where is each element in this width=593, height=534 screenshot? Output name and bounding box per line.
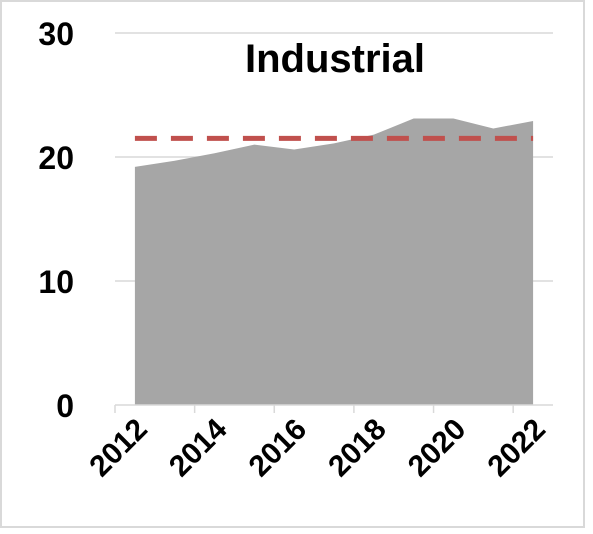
x-tick-label-2018: 2018 bbox=[322, 413, 393, 484]
y-tick-label-30: 30 bbox=[38, 16, 74, 52]
x-tick-label-2014: 2014 bbox=[163, 412, 234, 483]
y-tick-label-10: 10 bbox=[38, 264, 74, 300]
x-tick-label-2020: 2020 bbox=[402, 413, 473, 484]
area-series bbox=[134, 118, 534, 405]
y-tick-label-0: 0 bbox=[56, 388, 74, 424]
chart-title: Industrial bbox=[245, 37, 425, 81]
area-fill bbox=[134, 118, 534, 405]
axes bbox=[114, 404, 553, 413]
x-tick-label-2016: 2016 bbox=[243, 413, 314, 484]
x-tick-label-2022: 2022 bbox=[482, 413, 553, 484]
x-tick-label-2012: 2012 bbox=[83, 413, 154, 484]
y-tick-label-20: 20 bbox=[38, 140, 74, 176]
